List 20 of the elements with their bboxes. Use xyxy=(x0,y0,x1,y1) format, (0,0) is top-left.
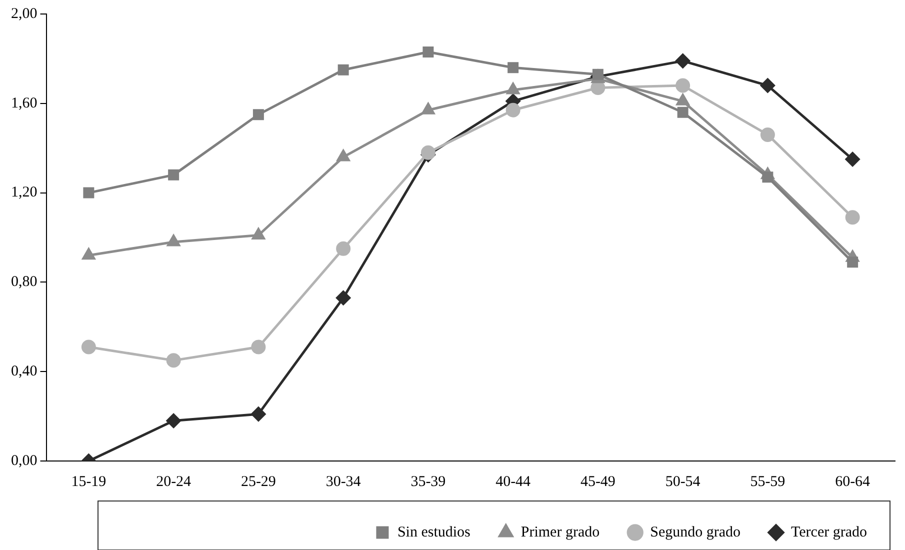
y-tick-label: 0,00 xyxy=(11,452,38,469)
y-tick-label: 1,20 xyxy=(11,184,38,201)
x-tick-label: 20-24 xyxy=(156,474,192,490)
legend-label: Primer grado xyxy=(520,524,600,540)
legend-label: Sin estudios xyxy=(397,524,471,540)
y-tick-label: 0,80 xyxy=(11,274,38,290)
legend-label: Segundo grado xyxy=(650,524,741,540)
x-tick-label: 60-64 xyxy=(835,474,871,490)
y-tick-label: 1,60 xyxy=(11,95,38,112)
y-tick-label: 2,00 xyxy=(11,6,38,22)
x-tick-label: 25-29 xyxy=(240,474,276,490)
x-tick-label: 55-59 xyxy=(750,474,786,490)
x-tick-label: 35-39 xyxy=(410,474,446,490)
x-tick-label: 40-44 xyxy=(496,474,532,490)
y-tick-label: 0,40 xyxy=(11,364,38,380)
x-tick-label: 15-19 xyxy=(71,474,106,490)
legend-label: Tercer grado xyxy=(791,524,868,540)
x-tick-label: 45-49 xyxy=(580,474,616,490)
x-tick-label: 50-54 xyxy=(665,474,701,490)
x-tick-label: 30-34 xyxy=(326,474,362,490)
